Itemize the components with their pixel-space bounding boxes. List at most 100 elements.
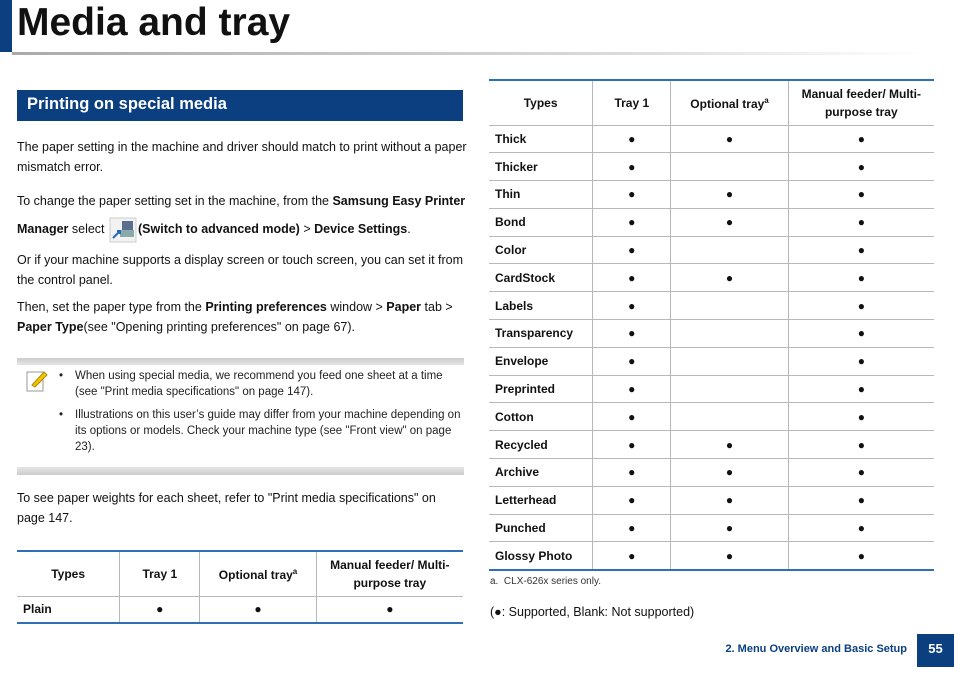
type-cell: Bond <box>489 208 594 237</box>
title-bar <box>0 0 12 52</box>
note-item: • When using special media, we recommend … <box>59 368 463 400</box>
support-cell <box>670 319 789 348</box>
support-cell: ● <box>670 541 789 571</box>
support-cell: ● <box>592 125 672 154</box>
support-cell: ● <box>592 236 672 265</box>
support-mark: ● <box>628 243 636 258</box>
support-mark: ● <box>254 602 262 617</box>
type-cell: Recycled <box>489 430 594 460</box>
support-cell: ● <box>670 514 789 543</box>
type-cell: Plain <box>17 596 121 624</box>
support-mark: ● <box>857 187 865 202</box>
support-cell: ● <box>788 319 934 348</box>
support-cell: ● <box>592 319 672 348</box>
header-text: Manual feeder/ Multi-purpose tray <box>330 557 450 590</box>
footnote-text: CLX-626x series only. <box>503 576 601 587</box>
support-cell: ● <box>592 180 672 209</box>
support-cell <box>670 402 789 432</box>
support-mark: ● <box>628 521 636 536</box>
note-item: • Illustrations on this user’s guide may … <box>59 407 463 455</box>
paragraph: The paper setting in the machine and dri… <box>17 137 467 177</box>
text: Printing preferences <box>205 300 327 314</box>
header-text: Types <box>523 95 558 110</box>
header-cell: Types <box>17 551 121 597</box>
type-name: Plain <box>23 602 52 617</box>
text: To change the paper setting set in the m… <box>17 194 333 208</box>
support-cell: ● <box>788 180 934 209</box>
page-title: Media and tray <box>17 1 291 44</box>
header-text: Optional tray <box>690 97 765 112</box>
support-cell: ● <box>592 291 672 321</box>
header-text: Tray 1 <box>142 566 178 581</box>
support-cell: ● <box>788 375 934 404</box>
type-cell: Punched <box>489 514 594 543</box>
type-name: Thin <box>495 187 521 202</box>
text: > <box>299 222 315 236</box>
header-text: Optional tray <box>218 568 293 583</box>
table-container: Types Tray 1 Optional traya Manual feeder/ … <box>17 550 463 624</box>
support-cell: ● <box>788 430 934 460</box>
support-mark: ● <box>857 243 865 258</box>
text: . <box>407 222 411 236</box>
type-cell: Cotton <box>489 402 594 432</box>
type-name: Preprinted <box>495 382 556 397</box>
support-cell: ● <box>670 458 789 487</box>
type-cell: CardStock <box>489 263 594 293</box>
table: Types Tray 1 Optional traya Manual feeder/ … <box>17 550 463 624</box>
support-mark: ● <box>857 409 865 424</box>
row: Preprinted ● ● <box>489 375 934 404</box>
type-name: Color <box>495 243 527 258</box>
text: tab > <box>421 300 453 314</box>
type-name: Punched <box>495 521 546 536</box>
text: Then, set the paper type from the <box>17 300 206 314</box>
type-cell: Thicker <box>489 152 594 182</box>
note-text: Illustrations on this user’s guide may d… <box>75 409 461 453</box>
support-cell: ● <box>788 458 934 487</box>
support-mark: ● <box>628 131 636 146</box>
footer-chapter: 2. Menu Overview and Basic Setup <box>725 643 907 655</box>
support-cell: ● <box>788 402 934 432</box>
support-mark: ● <box>857 382 865 397</box>
support-cell: ● <box>788 291 934 321</box>
row: Thick ● ● ● <box>489 125 934 154</box>
header-text: Tray 1 <box>614 95 650 110</box>
support-mark: ● <box>857 354 865 369</box>
support-mark: ● <box>725 465 734 480</box>
header-cell: Optional traya <box>670 80 789 126</box>
support-cell: ● <box>592 263 672 293</box>
support-cell: ● <box>788 541 934 571</box>
support-mark: ● <box>628 382 636 397</box>
header-cell: Types <box>489 80 594 126</box>
footnote-label: a. <box>490 576 499 587</box>
type-cell: Transparency <box>489 319 594 348</box>
row: Plain ● ● ● <box>17 596 463 624</box>
support-mark: ● <box>857 298 865 313</box>
header-cell: Tray 1 <box>119 551 201 597</box>
support-cell <box>670 236 789 265</box>
text: select <box>68 222 109 236</box>
support-cell: ● <box>592 375 672 404</box>
type-name: CardStock <box>495 270 556 285</box>
support-cell: ● <box>788 152 934 182</box>
support-mark: ● <box>628 354 636 369</box>
support-cell: ● <box>592 152 672 182</box>
support-mark: ● <box>725 437 734 452</box>
bullet: • <box>59 370 64 382</box>
header-row: Types Tray 1 Optional traya Manual feeder/ … <box>17 551 463 597</box>
type-name: Thick <box>495 131 527 146</box>
paragraph: To change the paper setting set in the m… <box>17 187 467 244</box>
support-cell: ● <box>670 125 789 154</box>
table-container: Types Tray 1 Optional traya Manual feeder/ … <box>489 79 934 571</box>
header-cell: Optional traya <box>199 551 317 597</box>
support-cell <box>670 291 789 321</box>
type-cell: Color <box>489 236 594 265</box>
support-mark: ● <box>725 131 734 146</box>
support-cell: ● <box>670 180 789 209</box>
row: Punched ● ● ● <box>489 514 934 543</box>
table: Types Tray 1 Optional traya Manual feeder/ … <box>489 79 934 571</box>
support-mark: ● <box>725 521 734 536</box>
support-cell: ● <box>592 208 672 237</box>
support-cell: ● <box>670 430 789 460</box>
row: CardStock ● ● ● <box>489 263 934 293</box>
row: Recycled ● ● ● <box>489 430 934 460</box>
